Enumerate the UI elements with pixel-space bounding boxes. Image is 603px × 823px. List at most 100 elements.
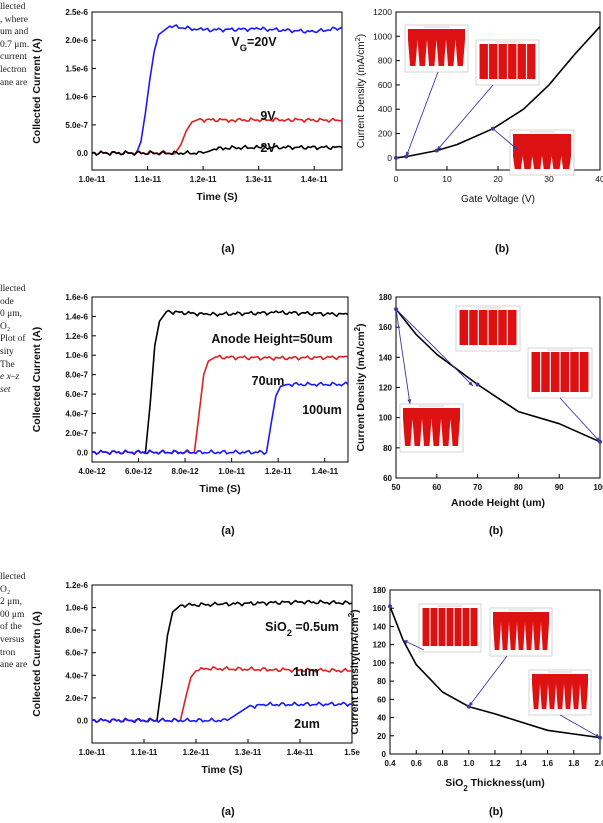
y-tick-label: 1.6e-6 — [65, 293, 88, 302]
inset-emitter-tip — [562, 683, 566, 709]
inset-emitter-tip — [461, 608, 463, 646]
y-tick-label: 1.2e-6 — [65, 581, 88, 590]
y-tick-label: 8.0e-7 — [65, 626, 88, 635]
inset-emitter-tip — [400, 418, 406, 446]
inset-emitter-tip — [547, 622, 551, 650]
x-axis-label: Gate Voltage (V) — [461, 194, 535, 205]
text-part: 2 — [463, 784, 468, 793]
inset-emitter-tip — [415, 39, 420, 66]
inset-emitter-tip — [569, 155, 573, 169]
curve-label-100um: 100um — [302, 403, 342, 417]
y-axis-label: Current Density(mA/cm2) — [347, 609, 362, 734]
y-tick-label: 4.0e-7 — [65, 409, 88, 418]
y-tick-label: 5.0e-7 — [65, 121, 88, 130]
text-part: Current Density (mA/cm — [355, 331, 367, 451]
simulation-inset-0-5um — [418, 603, 482, 653]
y-tick-label: 40 — [377, 714, 386, 723]
simulation-inset-9v — [475, 39, 540, 86]
inset-emitter-tip — [458, 310, 460, 345]
x-tick-label: 1.4e-11 — [301, 175, 328, 184]
fragment-line: lectron — [0, 64, 27, 75]
fragment-line: O₂ — [0, 584, 11, 595]
y-tick-label: 120 — [379, 384, 393, 393]
y-axis-label: Current Density (mA/cm2) — [353, 34, 368, 148]
inset-arrow-head — [403, 640, 409, 644]
text-part: Current Density(mA/cm — [349, 617, 361, 734]
x-tick-label: 0.6 — [411, 759, 423, 768]
inset-emitter-tip — [477, 310, 479, 345]
fragment-line: tron — [0, 647, 16, 658]
curve-label-9v: 9V — [260, 109, 276, 123]
text-part: G — [240, 43, 247, 53]
text-part: SiO — [445, 777, 463, 789]
x-tick-label: 0 — [394, 174, 399, 184]
x-tick-label: 60 — [432, 483, 441, 492]
inset-emitter-tip — [559, 352, 561, 392]
inset-emitter-tip — [477, 608, 479, 646]
inset-emitter-tip — [516, 310, 518, 345]
fragment-line: um and — [0, 27, 29, 38]
x-tick-label: 0.8 — [437, 759, 449, 768]
inset-emitter-tip — [549, 352, 551, 392]
fragment-line: set — [0, 384, 11, 395]
y-tick-label: 0 — [382, 750, 387, 759]
y-axis-label: Collected Curretn (A) — [31, 611, 43, 717]
fragment-line: versus — [0, 634, 25, 645]
x-tick-label: 1.2e-11 — [190, 175, 217, 184]
x-tick-label: 0.4 — [384, 759, 396, 768]
inset-emitter-tip — [530, 155, 535, 169]
x-tick-label: 1.6 — [542, 759, 554, 768]
x-tick-label: 4.0e-12 — [78, 467, 106, 476]
inset-emitter-tip — [437, 608, 439, 646]
inset-arrow-head — [407, 399, 412, 404]
left-plot-frame — [91, 11, 343, 171]
y-tick-label: 400 — [378, 104, 392, 114]
inset-emitter-tip — [421, 608, 423, 646]
y-tick-label: 1.0e-6 — [65, 604, 88, 613]
fragment-line: 0.7 μm. — [0, 39, 30, 50]
y-tick-label: 0.0 — [77, 149, 89, 158]
inset-emitter-tip — [506, 310, 508, 345]
inset-emitter-tip — [429, 608, 431, 646]
x-axis-label: Time (S) — [196, 191, 237, 203]
text-part: 2 — [347, 612, 356, 617]
y-tick-label: 0.0 — [77, 448, 89, 457]
fragment-line: 0 μm, — [0, 309, 22, 320]
inset-emitter-tip — [405, 39, 411, 66]
y-tick-label: 1000 — [373, 31, 392, 41]
inset-emitter-tip — [559, 155, 564, 169]
fragment-line: , where — [0, 14, 28, 25]
series-line — [91, 701, 353, 724]
inset-emitter-tip — [443, 39, 449, 66]
inset-emitter-tip — [448, 418, 453, 446]
inset-emitter-tip — [554, 683, 558, 709]
data-point-marker — [394, 155, 398, 160]
inset-arrow-line — [436, 84, 494, 151]
series-line — [91, 24, 343, 156]
x-tick-label: 1.0e-11 — [79, 175, 106, 184]
fragment-line: current — [0, 52, 27, 63]
inset-emitter-tip — [419, 418, 425, 446]
text-part: =0.5um — [292, 620, 339, 634]
left-plot-frame — [91, 296, 349, 463]
text-part: =20V — [247, 35, 277, 49]
y-tick-label: 6.0e-7 — [65, 390, 88, 399]
inset-emitter-tip — [497, 310, 499, 345]
fragment-line: e x–z — [0, 372, 20, 383]
y-tick-label: 1.2e-6 — [65, 332, 88, 341]
fragment-line: The — [0, 359, 15, 370]
x-tick-label: 1.5e — [344, 748, 360, 757]
x-tick-label: 50 — [392, 483, 401, 492]
y-tick-label: 140 — [373, 622, 387, 631]
inset-emitter-tip — [570, 683, 574, 709]
curve-label-2um: 2um — [294, 717, 320, 731]
inset-emitter-tip — [515, 622, 519, 650]
x-tick-label: 1.4 — [516, 759, 528, 768]
inset-emitter-tip — [468, 310, 470, 345]
x-axis-label: SiO2 Thickness(um) — [445, 777, 545, 793]
text-part: ) — [355, 323, 367, 327]
fragment-line: ane are — [0, 77, 28, 88]
inset-emitter-tip — [549, 155, 554, 169]
simulation-inset-50um — [455, 305, 521, 352]
